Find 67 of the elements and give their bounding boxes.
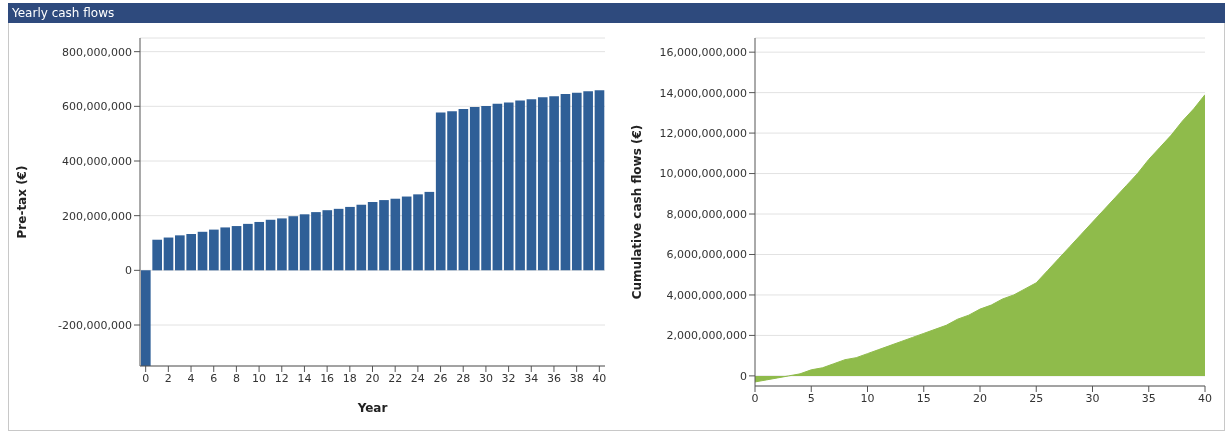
x-tick-label: 0 [751, 391, 759, 405]
chart-title: Yearly cash flows [8, 3, 1225, 23]
bar [163, 237, 174, 271]
y-tick-label: 200,000,000 [62, 209, 132, 223]
bar [197, 231, 208, 271]
y-tick-label: 16,000,000,000 [659, 46, 747, 60]
bar [458, 109, 469, 271]
x-tick-label: 32 [501, 371, 516, 385]
x-tick-label: 25 [1029, 391, 1044, 405]
y-tick-label: 4,000,000,000 [666, 288, 747, 302]
x-tick-label: 38 [569, 371, 584, 385]
x-tick-label: 24 [410, 371, 425, 385]
x-tick-label: 40 [592, 371, 607, 385]
x-tick-label: 20 [973, 391, 987, 405]
bar [401, 196, 412, 271]
x-tick-label: 20 [365, 371, 380, 385]
bar [526, 99, 537, 271]
x-tick-label: 36 [546, 371, 561, 385]
x-tick-label: 18 [342, 371, 357, 385]
bar [379, 200, 389, 271]
x-tick-label: 40 [1198, 391, 1212, 405]
bar [231, 226, 242, 271]
y-tick-label: 2,000,000,000 [666, 329, 747, 343]
x-tick-label: 26 [433, 371, 448, 385]
y-tick-label: 0 [125, 264, 132, 278]
y-axis-title: Pre-tax (€) [15, 165, 30, 239]
y-tick-label: 400,000,000 [62, 154, 132, 168]
y-tick-label: 800,000,000 [62, 45, 132, 59]
bar [413, 194, 423, 271]
bar [152, 239, 162, 271]
x-tick-label: 34 [524, 371, 539, 385]
bar [367, 202, 378, 271]
x-tick-label: 30 [478, 371, 493, 385]
y-tick-label: 14,000,000,000 [659, 86, 747, 100]
bar [299, 214, 310, 271]
bar [424, 191, 435, 271]
x-tick-label: 10 [860, 391, 875, 405]
x-tick-label: 22 [388, 371, 403, 385]
y-axis-title: Cumulative cash flows (€) [630, 124, 645, 300]
y-tick-label: 600,000,000 [62, 100, 132, 114]
y-tick-label: 10,000,000,000 [659, 167, 747, 181]
y-tick-label: 8,000,000,000 [666, 207, 747, 221]
x-tick-label: 4 [187, 371, 195, 385]
x-tick-label: 15 [916, 391, 931, 405]
x-axis-title: Year [356, 401, 388, 415]
x-tick-label: 14 [297, 371, 312, 385]
bar [265, 219, 276, 271]
bar [141, 270, 151, 366]
bar [390, 198, 401, 271]
x-tick-label: 2 [164, 371, 172, 385]
x-tick-label: 10 [252, 371, 267, 385]
x-tick-label: 16 [320, 371, 335, 385]
x-tick-label: 0 [142, 371, 150, 385]
bar [594, 90, 605, 271]
y-tick-label: -200,000,000 [58, 318, 132, 332]
bar [333, 208, 344, 271]
x-tick-label: 28 [456, 371, 471, 385]
y-tick-label: 12,000,000,000 [659, 127, 747, 140]
x-tick-label: 5 [807, 391, 815, 405]
x-tick-label: 8 [232, 371, 240, 385]
x-tick-label: 6 [210, 371, 218, 385]
x-tick-label: 35 [1141, 391, 1156, 405]
y-tick-label: 6,000,000,000 [666, 248, 747, 262]
x-tick-label: 12 [274, 371, 289, 385]
bar [492, 103, 503, 271]
bar [560, 94, 571, 271]
x-tick-label: 30 [1085, 391, 1100, 405]
